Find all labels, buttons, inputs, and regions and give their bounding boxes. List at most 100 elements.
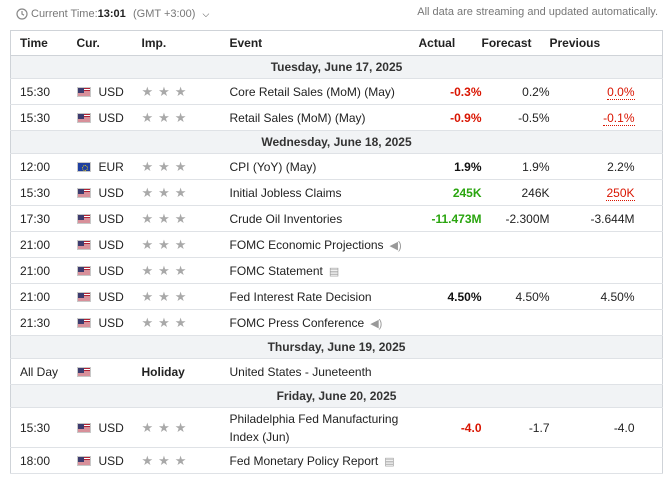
event-row[interactable]: 21:30 USD ★★★ FOMC Press Conference ◀) [10,309,663,336]
event-name-cell[interactable]: Fed Monetary Policy Report ▤ [229,447,419,474]
event-currency: USD [76,78,142,105]
event-name-cell[interactable]: Initial Jobless Claims [229,179,419,206]
event-row[interactable]: 15:30 USD ★★★ Initial Jobless Claims 245K 246… [10,179,663,206]
row-spacer [634,205,663,232]
clock-icon [16,8,28,20]
us-flag-icon [76,422,91,433]
previous-value: 0.0% [607,84,635,100]
event-name: Philadelphia Fed Manufacturing Index (Ju… [229,411,399,444]
document-icon[interactable]: ▤ [328,265,340,278]
actual-value: 1.9% [454,159,482,174]
previous-value: -0.1% [603,110,635,126]
event-row[interactable]: 18:00 USD ★★★ Fed Monetary Policy Report ▤ [10,447,663,474]
event-importance: ★★★ [141,78,230,105]
currency-code: USD [98,453,124,468]
event-currency: USD [76,231,142,258]
us-flag-icon [76,291,91,302]
event-time: 18:00 [10,447,77,474]
column-header-actual[interactable]: Actual [418,30,482,56]
event-name-cell[interactable]: United States - Juneteenth [229,358,419,385]
day-header: Tuesday, June 17, 2025 [10,55,663,79]
event-previous: 2.2% [549,153,635,180]
event-row[interactable]: 21:00 USD ★★★ FOMC Statement ▤ [10,257,663,284]
actual-value: 245K [452,185,482,200]
event-previous: -0.1% [549,104,635,131]
event-name-cell[interactable]: Philadelphia Fed Manufacturing Index (Ju… [229,407,419,448]
previous-value: -3.644M [590,211,635,226]
event-time: 21:00 [10,283,77,310]
event-forecast: -2.300M [481,205,550,232]
event-previous [549,309,635,336]
event-name: Core Retail Sales (MoM) (May) [229,84,395,99]
event-currency: USD [76,447,142,474]
importance-stars-icon: ★★★ [141,210,192,226]
event-name-cell[interactable]: Fed Interest Rate Decision [229,283,419,310]
event-name: FOMC Economic Projections [229,237,384,252]
event-previous: 0.0% [549,78,635,105]
event-name: Initial Jobless Claims [229,185,342,200]
column-header-spacer [634,30,663,56]
column-header-importance[interactable]: Imp. [141,30,230,56]
event-name-cell[interactable]: Retail Sales (MoM) (May) [229,104,419,131]
event-forecast: 0.2% [481,78,550,105]
us-flag-icon [76,455,91,466]
actual-value: -0.3% [450,84,482,99]
currency-code: USD [98,211,124,226]
event-row[interactable]: 15:30 USD ★★★ Philadelphia Fed Manufacturin… [10,407,663,448]
currency-code: USD [98,263,124,278]
column-header-time[interactable]: Time [10,30,77,56]
column-header-currency[interactable]: Cur. [76,30,142,56]
timezone-selector[interactable]: (GMT +3:00) ⌵ [133,8,209,20]
event-actual: -4.0 [418,407,482,448]
event-name-cell[interactable]: FOMC Press Conference ◀) [229,309,419,336]
importance-stars-icon: ★★★ [141,262,192,278]
event-row[interactable]: 21:00 USD ★★★ Fed Interest Rate Decision 4.5… [10,283,663,310]
event-forecast [481,358,550,385]
forecast-value: -1.7 [528,420,550,435]
us-flag-icon [76,239,91,250]
event-actual [418,231,482,258]
event-name-cell[interactable]: FOMC Statement ▤ [229,257,419,284]
day-header-row: Friday, June 20, 2025 [10,384,663,408]
forecast-value: 246K [521,185,550,200]
event-forecast [481,447,550,474]
day-header-row: Thursday, June 19, 2025 [10,335,663,359]
event-time: 15:30 [10,179,77,206]
event-name-cell[interactable]: FOMC Economic Projections ◀) [229,231,419,258]
event-name: CPI (YoY) (May) [229,159,317,174]
top-bar: Current Time:13:01 (GMT +3:00) ⌵ All data… [0,0,672,28]
event-row[interactable]: 15:30 USD ★★★ Retail Sales (MoM) (May) -0.9%… [10,104,663,131]
row-spacer [634,104,663,131]
event-row[interactable]: 17:30 USD ★★★ Crude Oil Inventories -11.473M… [10,205,663,232]
event-actual: 245K [418,179,482,206]
column-header-event[interactable]: Event [229,30,419,56]
speaker-icon[interactable]: ◀) [370,317,383,330]
column-header-previous[interactable]: Previous [549,30,635,56]
event-name-cell[interactable]: CPI (YoY) (May) [229,153,419,180]
event-actual [418,257,482,284]
currency-code: USD [98,185,124,200]
event-importance: ★★★ [141,283,230,310]
event-name-cell[interactable]: Core Retail Sales (MoM) (May) [229,78,419,105]
event-previous [549,358,635,385]
forecast-value: 1.9% [522,159,550,174]
event-actual: -0.9% [418,104,482,131]
event-actual [418,309,482,336]
row-spacer [634,447,663,474]
row-spacer [634,257,663,284]
event-forecast: 1.9% [481,153,550,180]
row-spacer [634,309,663,336]
currency-code: USD [98,420,124,435]
event-name: Retail Sales (MoM) (May) [229,110,366,125]
event-currency: USD [76,104,142,131]
column-header-forecast[interactable]: Forecast [481,30,550,56]
event-row[interactable]: All Day Holiday United States - Juneteenth [10,358,663,385]
importance-stars-icon: ★★★ [141,288,192,304]
event-name-cell[interactable]: Crude Oil Inventories [229,205,419,232]
event-name: United States - Juneteenth [229,364,372,379]
event-row[interactable]: 15:30 USD ★★★ Core Retail Sales (MoM) (May)… [10,78,663,105]
event-row[interactable]: 12:00 EUR ★★★ CPI (YoY) (May) 1.9% 1.9% 2.2% [10,153,663,180]
speaker-icon[interactable]: ◀) [389,239,402,252]
document-icon[interactable]: ▤ [384,455,395,468]
event-row[interactable]: 21:00 USD ★★★ FOMC Economic Projections ◀) [10,231,663,258]
